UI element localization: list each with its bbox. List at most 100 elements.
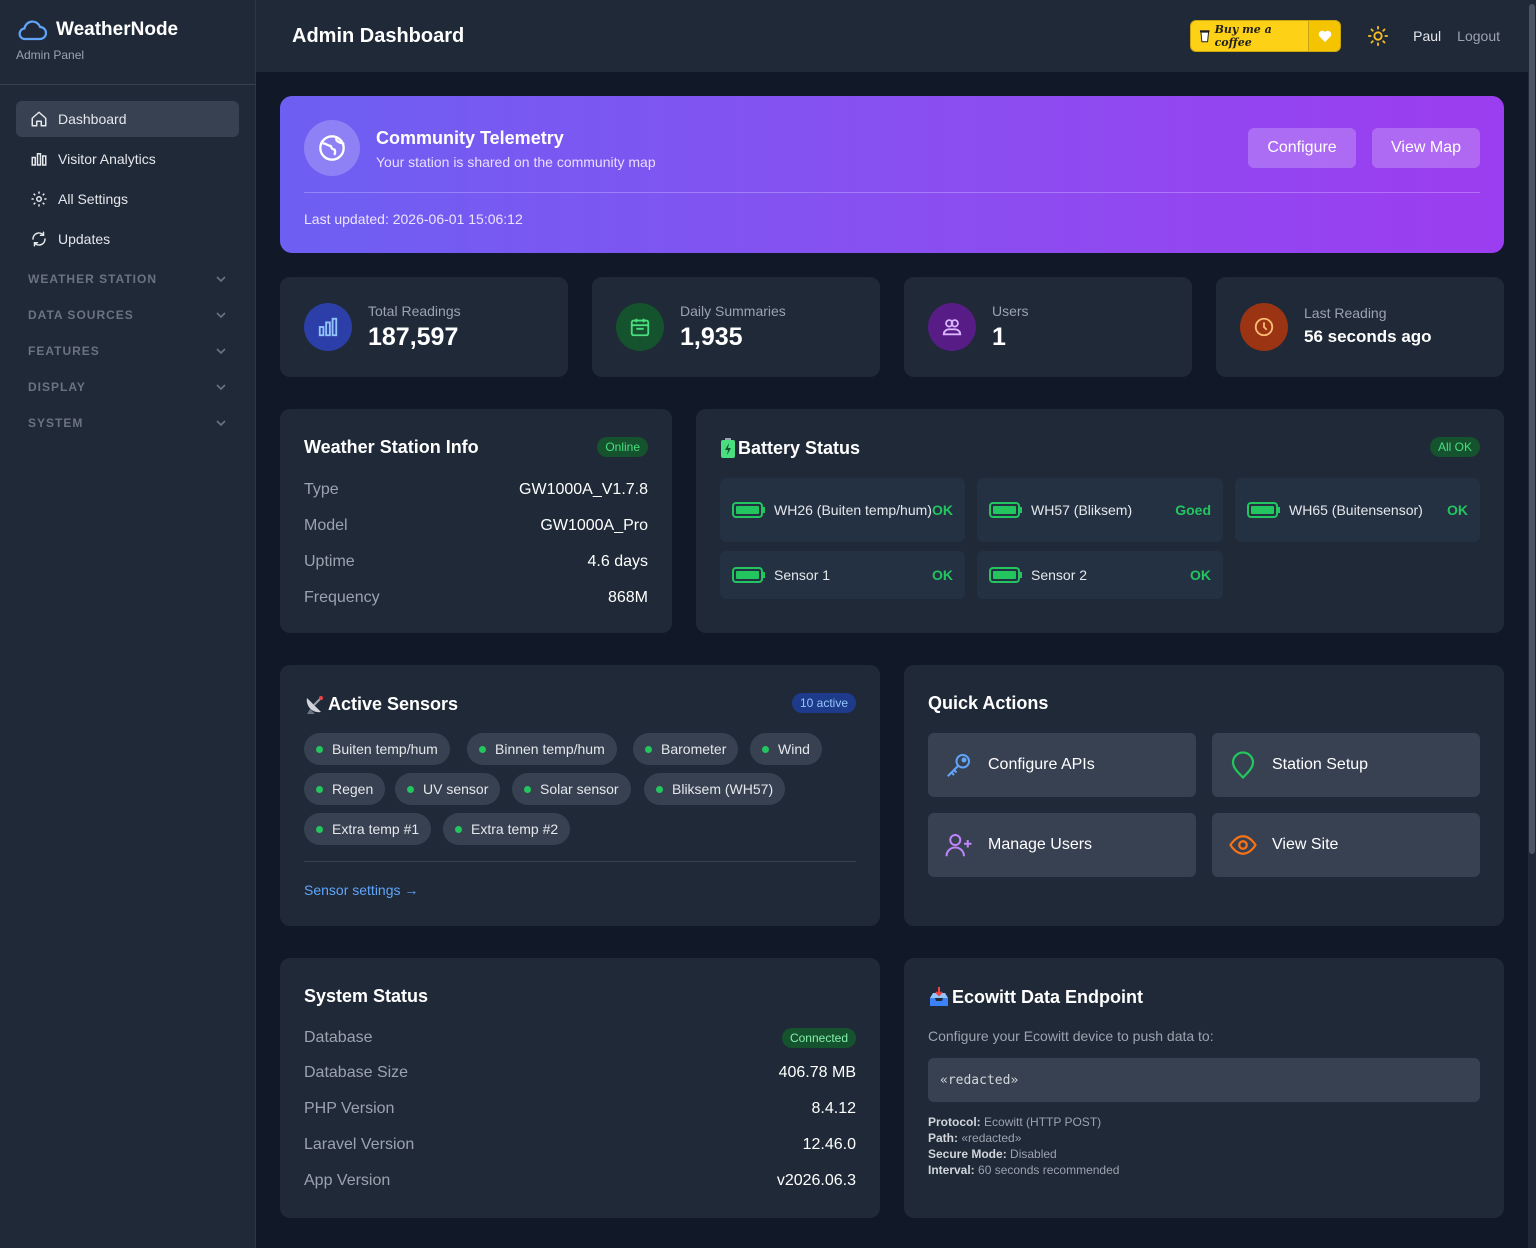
action-label: Manage Users <box>988 836 1093 853</box>
users-icon <box>928 303 976 351</box>
meta-row: Secure Mode: Disabled <box>928 1147 1057 1161</box>
meta-value: Disabled <box>1010 1147 1057 1161</box>
sidebar-section-data-sources[interactable]: DATA SOURCES <box>16 297 239 333</box>
home-icon <box>31 111 47 127</box>
logout-link[interactable]: Logout <box>1457 28 1500 44</box>
sidebar-section-system[interactable]: SYSTEM <box>16 405 239 441</box>
sensor-chip: Regen <box>304 773 386 805</box>
buy-coffee-button[interactable]: Buy me a coffee <box>1190 20 1342 52</box>
section-label: SYSTEM <box>28 416 84 430</box>
section-label: DISPLAY <box>28 380 86 394</box>
system-status-card: System Status Database Connected Databas… <box>280 958 880 1218</box>
scrollbar-thumb[interactable] <box>1529 4 1535 854</box>
stat-label: Users <box>992 303 1029 319</box>
card-title: Ecowitt Data Endpoint <box>952 986 1143 1007</box>
action-label: Station Setup <box>1272 756 1369 773</box>
sidebar-item-updates[interactable]: Updates <box>16 221 239 257</box>
info-row-frequency: Frequency 868M <box>304 589 648 607</box>
refresh-icon <box>32 231 46 247</box>
system-label: Database Size <box>304 1064 409 1081</box>
chevron-down-icon <box>216 312 226 319</box>
sidebar-item-label: Visitor Analytics <box>58 151 156 167</box>
meta-value: 60 seconds recommended <box>978 1163 1120 1177</box>
battery-name: WH65 (Buitensensor) <box>1289 502 1423 518</box>
system-row: App Version v2026.06.3 <box>304 1172 856 1190</box>
community-telemetry-banner: Community Telemetry Your station is shar… <box>280 96 1504 253</box>
battery-full-icon <box>1247 502 1280 518</box>
sensor-chip: Extra temp #2 <box>443 813 571 845</box>
status-dot <box>524 785 531 793</box>
calendar-icon <box>616 303 664 351</box>
station-setup-button[interactable]: Station Setup <box>1212 733 1480 797</box>
stat-value: 56 seconds ago <box>1304 327 1432 346</box>
configure-button[interactable]: Configure <box>1248 128 1356 168</box>
info-label: Frequency <box>304 589 380 606</box>
system-value: 8.4.12 <box>811 1100 856 1117</box>
stat-value: 187,597 <box>368 323 459 351</box>
sidebar-section-weather-station[interactable]: WEATHER STATION <box>16 261 239 297</box>
sidebar-item-all-settings[interactable]: All Settings <box>16 181 239 217</box>
coffee-label: Buy me a coffee <box>1214 23 1272 49</box>
info-row-uptime: Uptime 4.6 days <box>304 553 648 571</box>
status-dot <box>645 745 652 753</box>
sensor-chip: Bliksem (WH57) <box>644 773 786 805</box>
system-value: 12.46.0 <box>802 1136 856 1153</box>
meta-label: Protocol: <box>928 1115 981 1129</box>
battery-item: WH57 (Bliksem) Goed <box>977 478 1223 542</box>
card-title: Quick Actions <box>928 693 1049 713</box>
system-row: Laravel Version 12.46.0 <box>304 1136 856 1154</box>
manage-users-button[interactable]: Manage Users <box>928 813 1196 877</box>
eye-icon <box>1229 835 1257 855</box>
stat-label: Total Readings <box>368 303 461 319</box>
battery-state: OK <box>932 567 953 583</box>
sidebar-item-visitor-analytics[interactable]: Visitor Analytics <box>16 141 239 177</box>
endpoint-url[interactable]: «redacted» <box>928 1058 1480 1102</box>
sensor-chip: UV sensor <box>395 773 501 805</box>
battery-item: Sensor 2 OK <box>977 551 1223 599</box>
database-status-badge: Connected <box>781 1028 856 1048</box>
sensor-chip: Solar sensor <box>512 773 631 805</box>
stat-users: Users 1 <box>904 277 1192 377</box>
sidebar-section-display[interactable]: DISPLAY <box>16 369 239 405</box>
system-label: App Version <box>304 1172 391 1189</box>
gear-icon <box>31 191 47 207</box>
system-value: 406.78 MB <box>778 1064 856 1081</box>
info-value: 868M <box>607 589 648 606</box>
configure-apis-button[interactable]: Configure APIs <box>928 733 1196 797</box>
meta-value: Ecowitt (HTTP POST) <box>984 1115 1102 1129</box>
sidebar-section-features[interactable]: FEATURES <box>16 333 239 369</box>
status-badge: All OK <box>1429 437 1480 457</box>
brand: WeatherNode Admin Panel <box>0 0 255 85</box>
sidebar-item-dashboard[interactable]: Dashboard <box>16 101 239 137</box>
meta-label: Path: <box>928 1131 958 1145</box>
last-updated: Last updated: 2026-06-01 15:06:12 <box>304 211 523 227</box>
stat-last-reading: Last Reading 56 seconds ago <box>1216 277 1504 377</box>
active-count-badge: 10 active <box>791 693 856 713</box>
meta-label: Interval: <box>928 1163 975 1177</box>
scrollbar[interactable] <box>1528 0 1536 1248</box>
endpoint-description: Configure your Ecowitt device to push da… <box>928 1028 1214 1044</box>
view-map-button[interactable]: View Map <box>1372 128 1480 168</box>
sidebar-item-label: All Settings <box>58 191 129 207</box>
divider <box>304 192 1480 193</box>
sensor-chip: Buiten temp/hum <box>304 733 450 765</box>
sensor-chip: Barometer <box>633 733 739 765</box>
sensor-name: Bliksem (WH57) <box>672 781 774 797</box>
sidebar: WeatherNode Admin Panel Dashboard Visito… <box>0 0 256 1248</box>
brand-name[interactable]: WeatherNode <box>56 19 179 40</box>
meta-row: Interval: 60 seconds recommended <box>928 1163 1119 1177</box>
battery-full-icon <box>989 502 1022 518</box>
card-title: Battery Status <box>738 437 861 458</box>
sun-icon[interactable] <box>1367 25 1389 47</box>
info-row-model: Model GW1000A_Pro <box>304 517 648 535</box>
brand-subtitle: Admin Panel <box>16 48 85 62</box>
system-label: Database <box>304 1029 373 1046</box>
status-dot <box>762 745 769 753</box>
sensor-settings-link[interactable]: Sensor settings → <box>304 882 419 898</box>
meta-row: Protocol: Ecowitt (HTTP POST) <box>928 1115 1101 1129</box>
status-dot <box>316 745 323 753</box>
view-site-button[interactable]: View Site <box>1212 813 1480 877</box>
user-name[interactable]: Paul <box>1413 28 1442 44</box>
system-label: PHP Version <box>304 1100 395 1117</box>
system-value: v2026.06.3 <box>776 1172 856 1189</box>
